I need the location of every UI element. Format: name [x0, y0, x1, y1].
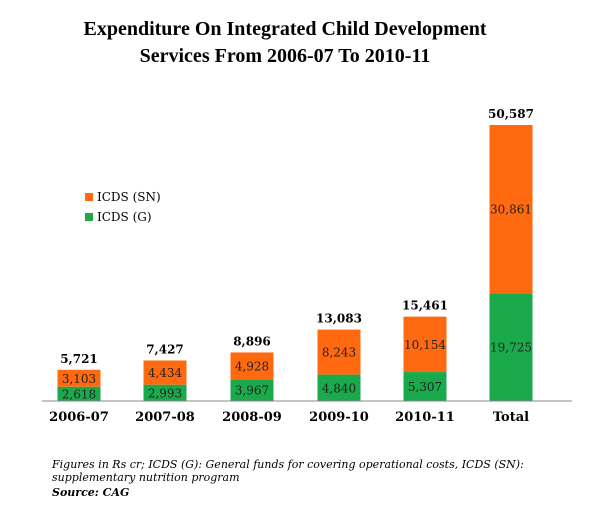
bar-icds-g-2009-10	[317, 374, 361, 401]
bar-icds-g-2006-07	[57, 386, 101, 401]
source-note: Source: CAG	[52, 486, 130, 499]
data-label-icds-g-2008-09: 3,967	[235, 384, 269, 398]
data-label-icds-sn-Total: 30,861	[490, 203, 532, 217]
bar-icds-sn-2007-08	[143, 360, 187, 385]
legend-swatch-0	[85, 193, 93, 201]
data-label-icds-sn-2010-11: 10,154	[404, 338, 446, 352]
bar-icds-g-2007-08	[143, 384, 187, 401]
x-tick-label-2006-07: 2006-07	[49, 410, 109, 425]
chart-title: Expenditure On Integrated Child Developm…	[0, 16, 570, 70]
total-label-2010-11: 15,461	[402, 299, 448, 313]
data-label-icds-g-Total: 19,725	[490, 341, 532, 355]
total-label-2006-07: 5,721	[60, 352, 98, 366]
data-label-icds-g-2009-10: 4,840	[322, 381, 356, 395]
chart-title-line-1: Expenditure On Integrated Child Developm…	[83, 18, 487, 40]
x-tick-label-2008-09: 2008-09	[222, 410, 282, 425]
legend-label-0: ICDS (SN)	[97, 190, 161, 204]
x-tick-label-2007-08: 2007-08	[135, 410, 195, 425]
data-label-icds-sn-2007-08: 4,434	[148, 366, 183, 380]
total-label-Total: 50,587	[488, 107, 534, 121]
data-label-icds-sn-2006-07: 3,103	[62, 372, 96, 386]
total-label-2007-08: 7,427	[146, 342, 184, 356]
x-tick-label-2009-10: 2009-10	[309, 410, 369, 425]
data-label-icds-g-2007-08: 2,993	[148, 386, 182, 400]
data-label-icds-g-2010-11: 5,307	[408, 380, 442, 394]
bar-icds-g-2008-09	[230, 379, 274, 401]
chart-title-line-2: Services From 2006-07 To 2010-11	[139, 45, 431, 67]
bar-icds-sn-2010-11	[403, 316, 447, 373]
legend: ICDS (SN) ICDS (G)	[85, 190, 161, 224]
data-label-icds-sn-2008-09: 4,928	[235, 359, 269, 373]
legend-swatch-1	[85, 213, 93, 221]
footnote: Figures in Rs cr; ICDS (G): General fund…	[52, 458, 524, 484]
data-label-icds-g-2006-07: 2,618	[62, 387, 96, 401]
bar-icds-sn-2006-07	[57, 369, 101, 387]
bar-icds-sn-Total	[489, 125, 533, 294]
x-tick-label-2010-11: 2010-11	[395, 410, 455, 425]
legend-label-1: ICDS (G)	[97, 210, 152, 224]
data-label-icds-sn-2009-10: 8,243	[322, 346, 356, 360]
total-label-2009-10: 13,083	[316, 312, 362, 326]
bar-icds-g-2010-11	[403, 372, 447, 401]
total-label-2008-09: 8,896	[233, 334, 271, 348]
x-tick-label-Total: Total	[493, 410, 529, 425]
bar-icds-g-Total	[489, 293, 533, 401]
bar-icds-sn-2009-10	[317, 329, 361, 375]
bar-icds-sn-2008-09	[230, 352, 274, 380]
